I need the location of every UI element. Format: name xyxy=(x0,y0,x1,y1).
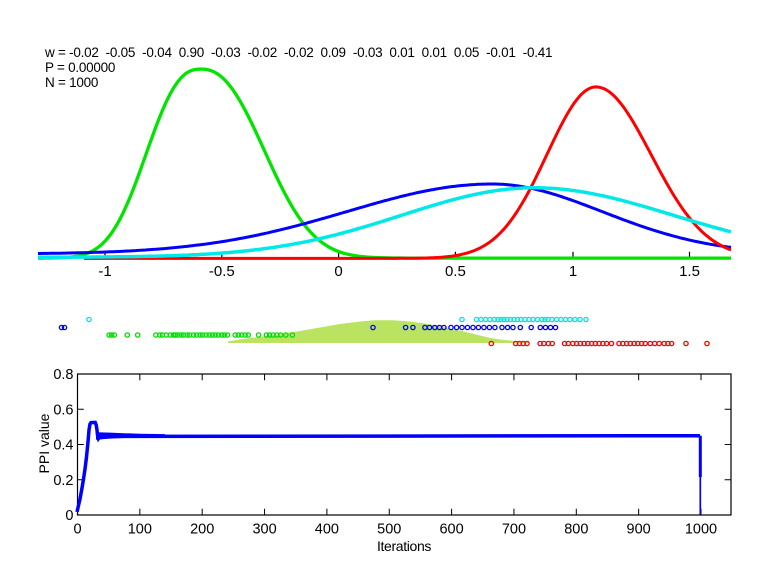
svg-text:0.4: 0.4 xyxy=(53,438,73,454)
svg-text:PPI value: PPI value xyxy=(36,413,52,473)
svg-text:1: 1 xyxy=(569,263,577,280)
svg-text:N = 1000: N = 1000 xyxy=(45,75,98,90)
svg-text:0: 0 xyxy=(334,263,342,280)
svg-text:0.6: 0.6 xyxy=(53,402,73,418)
svg-text:1000: 1000 xyxy=(685,522,717,538)
svg-text:0.5: 0.5 xyxy=(445,263,466,280)
svg-text:0.2: 0.2 xyxy=(53,473,73,489)
svg-text:200: 200 xyxy=(190,522,214,538)
svg-text:600: 600 xyxy=(439,522,463,538)
svg-text:300: 300 xyxy=(252,522,276,538)
svg-text:500: 500 xyxy=(377,522,401,538)
svg-text:0: 0 xyxy=(73,522,81,538)
svg-text:0.8: 0.8 xyxy=(53,367,73,383)
svg-text:P = 0.00000: P = 0.00000 xyxy=(45,60,115,75)
svg-text:900: 900 xyxy=(627,522,651,538)
svg-text:0: 0 xyxy=(65,508,73,524)
svg-text:800: 800 xyxy=(564,522,588,538)
svg-text:w = -0.02 -0.05 -0.04 0.90: w = -0.02 -0.05 -0.04 0.90 -0.03 -0.02 -… xyxy=(44,45,552,60)
svg-text:1.5: 1.5 xyxy=(679,263,700,280)
svg-text:700: 700 xyxy=(502,522,526,538)
svg-text:Iterations: Iterations xyxy=(377,538,431,554)
svg-text:-1: -1 xyxy=(98,263,111,280)
svg-text:100: 100 xyxy=(128,522,152,538)
svg-text:400: 400 xyxy=(315,522,339,538)
svg-text:-0.5: -0.5 xyxy=(209,263,235,280)
